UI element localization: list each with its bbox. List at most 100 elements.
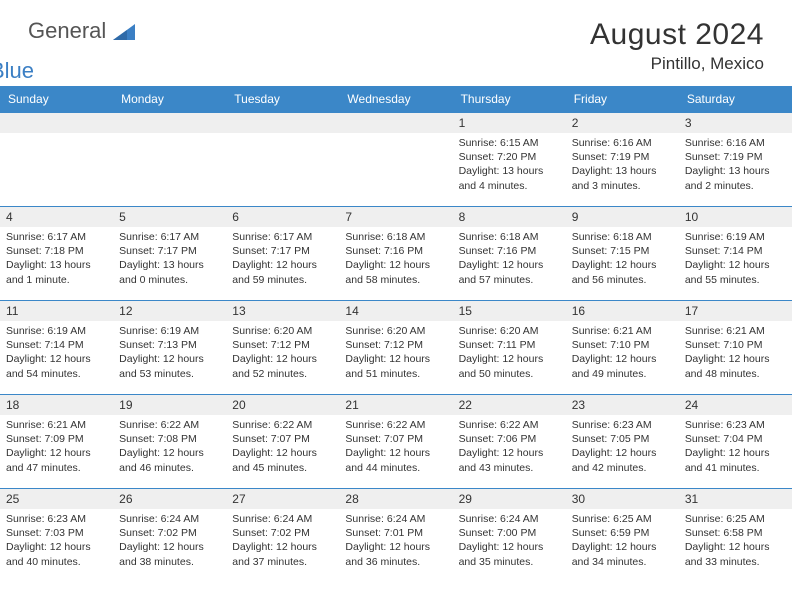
calendar-cell: 4Sunrise: 6:17 AMSunset: 7:18 PMDaylight… [0,207,113,301]
day-number: 9 [566,207,679,227]
calendar-cell: 14Sunrise: 6:20 AMSunset: 7:12 PMDayligh… [339,301,452,395]
calendar-row: 4Sunrise: 6:17 AMSunset: 7:18 PMDaylight… [0,207,792,301]
day-number: 30 [566,489,679,509]
calendar-cell: 12Sunrise: 6:19 AMSunset: 7:13 PMDayligh… [113,301,226,395]
weekday-header: Sunday [0,86,113,113]
day-number: 5 [113,207,226,227]
day-details: Sunrise: 6:19 AMSunset: 7:14 PMDaylight:… [679,227,792,291]
day-details: Sunrise: 6:20 AMSunset: 7:11 PMDaylight:… [453,321,566,385]
day-details: Sunrise: 6:19 AMSunset: 7:14 PMDaylight:… [0,321,113,385]
day-number: 2 [566,113,679,133]
title-block: August 2024 Pintillo, Mexico [590,18,764,74]
day-details: Sunrise: 6:20 AMSunset: 7:12 PMDaylight:… [339,321,452,385]
day-details: Sunrise: 6:17 AMSunset: 7:17 PMDaylight:… [226,227,339,291]
calendar-row: 1Sunrise: 6:15 AMSunset: 7:20 PMDaylight… [0,113,792,207]
weekday-header: Saturday [679,86,792,113]
calendar-cell: 27Sunrise: 6:24 AMSunset: 7:02 PMDayligh… [226,489,339,583]
calendar-cell-empty [226,113,339,207]
calendar-cell: 28Sunrise: 6:24 AMSunset: 7:01 PMDayligh… [339,489,452,583]
calendar-cell: 10Sunrise: 6:19 AMSunset: 7:14 PMDayligh… [679,207,792,301]
day-details: Sunrise: 6:18 AMSunset: 7:16 PMDaylight:… [453,227,566,291]
page-header: General Blue August 2024 Pintillo, Mexic… [0,0,792,82]
calendar-cell-empty [0,113,113,207]
day-number: 28 [339,489,452,509]
day-number: 29 [453,489,566,509]
calendar-cell: 20Sunrise: 6:22 AMSunset: 7:07 PMDayligh… [226,395,339,489]
day-number: 11 [0,301,113,321]
day-details: Sunrise: 6:20 AMSunset: 7:12 PMDaylight:… [226,321,339,385]
calendar-table: Sunday Monday Tuesday Wednesday Thursday… [0,86,792,583]
calendar-cell: 9Sunrise: 6:18 AMSunset: 7:15 PMDaylight… [566,207,679,301]
day-number: 3 [679,113,792,133]
day-details: Sunrise: 6:21 AMSunset: 7:10 PMDaylight:… [566,321,679,385]
day-number: 26 [113,489,226,509]
calendar-cell: 25Sunrise: 6:23 AMSunset: 7:03 PMDayligh… [0,489,113,583]
day-details: Sunrise: 6:22 AMSunset: 7:08 PMDaylight:… [113,415,226,479]
weekday-header-row: Sunday Monday Tuesday Wednesday Thursday… [0,86,792,113]
day-number: 13 [226,301,339,321]
day-number: 19 [113,395,226,415]
day-number: 25 [0,489,113,509]
day-number: 6 [226,207,339,227]
day-number: 16 [566,301,679,321]
calendar-cell: 31Sunrise: 6:25 AMSunset: 6:58 PMDayligh… [679,489,792,583]
calendar-cell: 6Sunrise: 6:17 AMSunset: 7:17 PMDaylight… [226,207,339,301]
day-details: Sunrise: 6:18 AMSunset: 7:16 PMDaylight:… [339,227,452,291]
day-number-bar [226,113,339,133]
calendar-cell: 26Sunrise: 6:24 AMSunset: 7:02 PMDayligh… [113,489,226,583]
calendar-cell-empty [113,113,226,207]
day-details: Sunrise: 6:15 AMSunset: 7:20 PMDaylight:… [453,133,566,197]
day-number: 31 [679,489,792,509]
day-number: 23 [566,395,679,415]
day-details: Sunrise: 6:23 AMSunset: 7:04 PMDaylight:… [679,415,792,479]
calendar-cell: 21Sunrise: 6:22 AMSunset: 7:07 PMDayligh… [339,395,452,489]
calendar-cell: 30Sunrise: 6:25 AMSunset: 6:59 PMDayligh… [566,489,679,583]
calendar-cell-empty [339,113,452,207]
day-details: Sunrise: 6:16 AMSunset: 7:19 PMDaylight:… [566,133,679,197]
calendar-cell: 13Sunrise: 6:20 AMSunset: 7:12 PMDayligh… [226,301,339,395]
day-number: 14 [339,301,452,321]
day-number: 15 [453,301,566,321]
day-details: Sunrise: 6:23 AMSunset: 7:03 PMDaylight:… [0,509,113,573]
day-number-bar [339,113,452,133]
day-number: 21 [339,395,452,415]
calendar-cell: 7Sunrise: 6:18 AMSunset: 7:16 PMDaylight… [339,207,452,301]
brand-logo: General Blue [28,18,133,70]
day-details: Sunrise: 6:25 AMSunset: 6:59 PMDaylight:… [566,509,679,573]
calendar-cell: 18Sunrise: 6:21 AMSunset: 7:09 PMDayligh… [0,395,113,489]
weekday-header: Friday [566,86,679,113]
day-number-bar [0,113,113,133]
brand-text-2: Blue [0,58,34,83]
day-details: Sunrise: 6:24 AMSunset: 7:01 PMDaylight:… [339,509,452,573]
calendar-cell: 16Sunrise: 6:21 AMSunset: 7:10 PMDayligh… [566,301,679,395]
weekday-header: Monday [113,86,226,113]
day-details: Sunrise: 6:24 AMSunset: 7:00 PMDaylight:… [453,509,566,573]
calendar-row: 11Sunrise: 6:19 AMSunset: 7:14 PMDayligh… [0,301,792,395]
day-details: Sunrise: 6:22 AMSunset: 7:07 PMDaylight:… [339,415,452,479]
calendar-cell: 17Sunrise: 6:21 AMSunset: 7:10 PMDayligh… [679,301,792,395]
day-number: 10 [679,207,792,227]
day-details: Sunrise: 6:21 AMSunset: 7:10 PMDaylight:… [679,321,792,385]
day-details: Sunrise: 6:17 AMSunset: 7:18 PMDaylight:… [0,227,113,291]
day-number: 18 [0,395,113,415]
calendar-row: 18Sunrise: 6:21 AMSunset: 7:09 PMDayligh… [0,395,792,489]
day-number: 12 [113,301,226,321]
calendar-cell: 11Sunrise: 6:19 AMSunset: 7:14 PMDayligh… [0,301,113,395]
day-number-bar [113,113,226,133]
day-details: Sunrise: 6:22 AMSunset: 7:07 PMDaylight:… [226,415,339,479]
calendar-cell: 5Sunrise: 6:17 AMSunset: 7:17 PMDaylight… [113,207,226,301]
brand-text-1: General [28,18,106,43]
day-details: Sunrise: 6:16 AMSunset: 7:19 PMDaylight:… [679,133,792,197]
weekday-header: Wednesday [339,86,452,113]
day-details: Sunrise: 6:25 AMSunset: 6:58 PMDaylight:… [679,509,792,573]
day-number: 24 [679,395,792,415]
calendar-cell: 15Sunrise: 6:20 AMSunset: 7:11 PMDayligh… [453,301,566,395]
day-details: Sunrise: 6:22 AMSunset: 7:06 PMDaylight:… [453,415,566,479]
weekday-header: Thursday [453,86,566,113]
day-number: 27 [226,489,339,509]
weekday-header: Tuesday [226,86,339,113]
calendar-cell: 8Sunrise: 6:18 AMSunset: 7:16 PMDaylight… [453,207,566,301]
calendar-cell: 22Sunrise: 6:22 AMSunset: 7:06 PMDayligh… [453,395,566,489]
day-details: Sunrise: 6:18 AMSunset: 7:15 PMDaylight:… [566,227,679,291]
calendar-body: 1Sunrise: 6:15 AMSunset: 7:20 PMDaylight… [0,113,792,583]
